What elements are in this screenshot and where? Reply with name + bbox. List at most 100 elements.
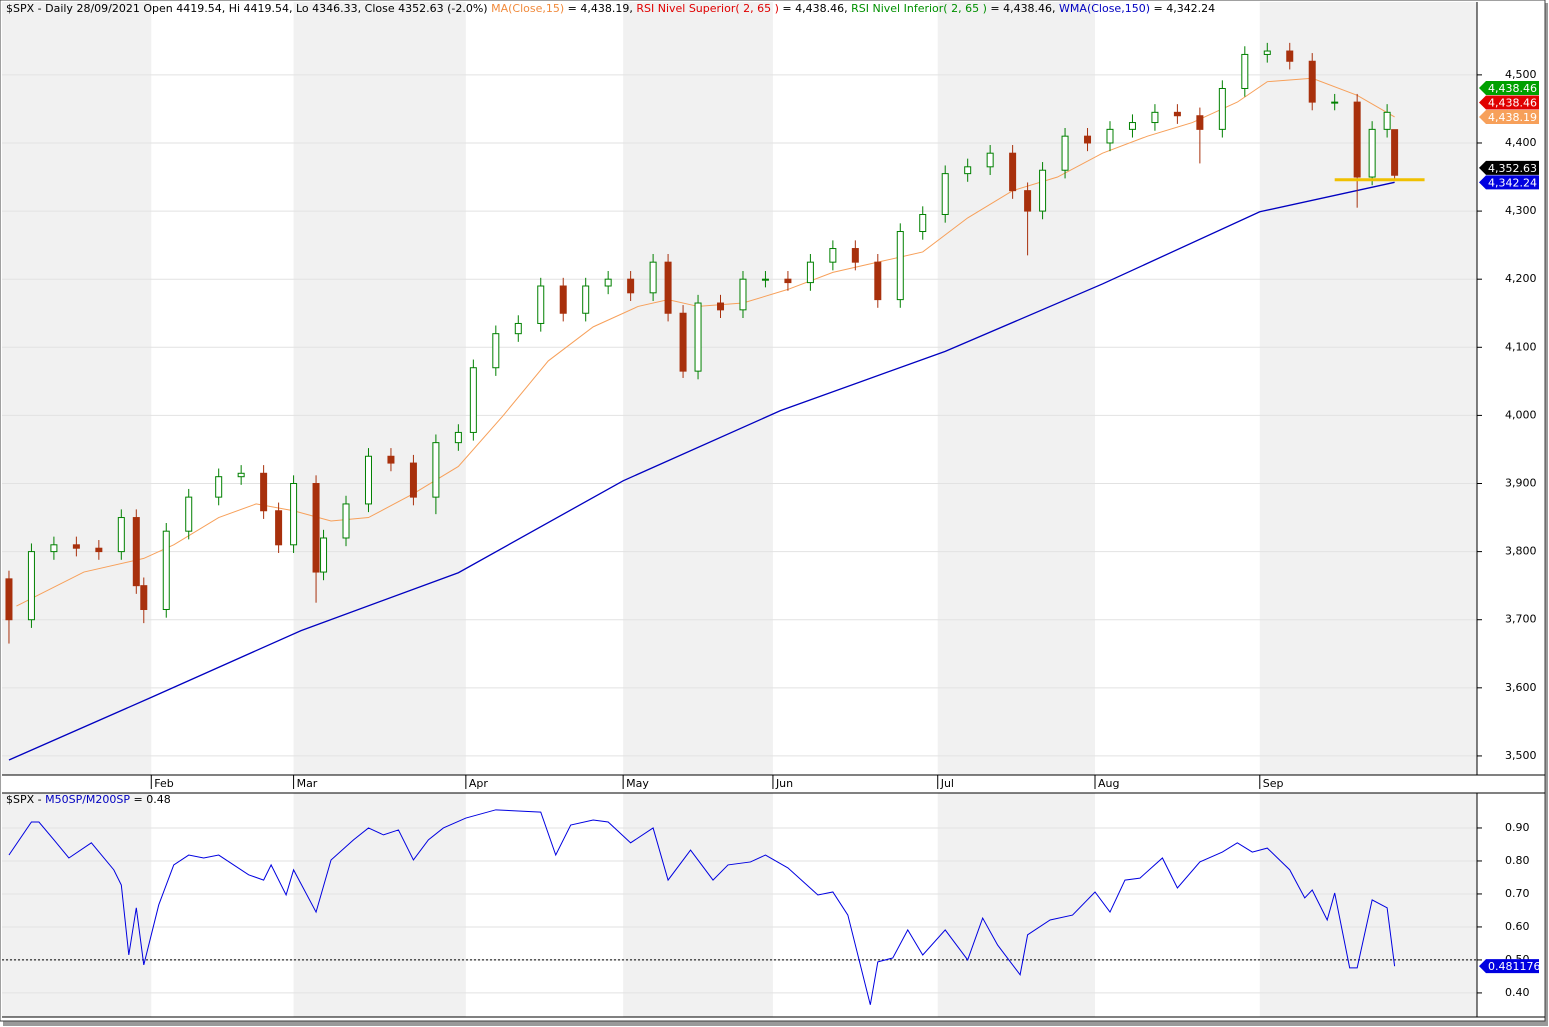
candle-body bbox=[514, 322, 522, 335]
header-segment: = 4,438.19, bbox=[564, 2, 636, 15]
candle-body bbox=[95, 547, 103, 553]
y-tick-label: 3,600 bbox=[1505, 681, 1537, 694]
candle-body bbox=[1263, 50, 1271, 55]
candle-body bbox=[784, 278, 792, 284]
candle-body bbox=[387, 455, 395, 464]
candle-body bbox=[72, 544, 80, 549]
value-flag-label: 4,342.24 bbox=[1488, 176, 1537, 189]
y-tick-label: 0.90 bbox=[1505, 821, 1530, 834]
month-shade bbox=[2, 793, 152, 1017]
value-flag-label: 4,438.19 bbox=[1488, 111, 1537, 124]
y-tick-label: 4,000 bbox=[1505, 408, 1537, 421]
header-segment: = 4,438.46, bbox=[779, 2, 851, 15]
value-flag-label: 4,352.63 bbox=[1488, 162, 1537, 175]
candle-body bbox=[140, 585, 148, 611]
y-tick-label: 4,100 bbox=[1505, 340, 1537, 353]
series-line bbox=[8, 181, 1395, 761]
candle-body bbox=[1173, 111, 1181, 117]
value-flag-label: 4,438.46 bbox=[1488, 96, 1537, 109]
candle-body bbox=[582, 285, 590, 314]
x-tick-label: Mar bbox=[297, 777, 318, 790]
candle-body bbox=[664, 261, 672, 314]
month-shade bbox=[293, 2, 466, 775]
candle-body bbox=[1024, 190, 1032, 212]
y-tick-label: 0.60 bbox=[1505, 920, 1530, 933]
candle-body bbox=[1383, 111, 1391, 130]
x-tick-label: Feb bbox=[154, 777, 173, 790]
month-shade bbox=[293, 793, 466, 1017]
candle-body bbox=[312, 483, 320, 573]
candle-body bbox=[132, 517, 140, 587]
candle-body bbox=[739, 278, 747, 311]
header-segment: = 4,438.46, bbox=[987, 2, 1059, 15]
candle-body bbox=[237, 472, 245, 478]
x-tick-label: Sep bbox=[1263, 777, 1284, 790]
header-segment: = 4,342.24 bbox=[1150, 2, 1215, 15]
candle-body bbox=[717, 302, 725, 311]
x-tick-label: May bbox=[626, 777, 649, 790]
y-tick-label: 3,700 bbox=[1505, 613, 1537, 626]
candle-body bbox=[432, 442, 440, 498]
candle-body bbox=[1106, 128, 1114, 144]
candle-body bbox=[806, 261, 814, 284]
y-tick-label: 3,800 bbox=[1505, 545, 1537, 558]
candle-body bbox=[50, 544, 58, 553]
value-flag bbox=[1479, 95, 1539, 110]
y-tick-label: 0.40 bbox=[1505, 986, 1530, 999]
candle-body bbox=[290, 483, 298, 546]
month-shade bbox=[937, 793, 1096, 1017]
candle-body bbox=[162, 530, 170, 611]
candle-body bbox=[1391, 129, 1399, 176]
y-tick-label: 4,400 bbox=[1505, 136, 1537, 149]
candle-body bbox=[964, 166, 972, 175]
candle-body bbox=[5, 578, 13, 621]
x-tick-label: Aug bbox=[1098, 777, 1119, 790]
month-shade bbox=[623, 2, 773, 775]
candle-body bbox=[1353, 101, 1361, 178]
panel-header: $SPX - Daily 28/09/2021 Open 4419.54, Hi… bbox=[6, 2, 1215, 15]
candle-body bbox=[1368, 128, 1376, 178]
value-flag bbox=[1479, 959, 1539, 974]
header-segment: M50SP/M200SP bbox=[45, 793, 130, 806]
candle-body bbox=[469, 367, 477, 433]
y-tick-label: 4,500 bbox=[1505, 68, 1537, 81]
candle-body bbox=[649, 261, 657, 294]
candle-body bbox=[1286, 50, 1294, 62]
candle-body bbox=[559, 285, 567, 314]
candle-body bbox=[874, 261, 882, 301]
month-shade bbox=[937, 2, 1096, 775]
y-tick-label: 3,900 bbox=[1505, 477, 1537, 490]
value-flag-label: 0.481176 bbox=[1488, 960, 1541, 973]
candle-body bbox=[492, 333, 500, 369]
candle-body bbox=[919, 213, 927, 233]
header-segment: RSI Nivel Inferior( 2, 65 ) bbox=[851, 2, 987, 15]
candle-body bbox=[342, 503, 350, 539]
y-tick-label: 3,500 bbox=[1505, 749, 1537, 762]
value-flag bbox=[1479, 175, 1539, 190]
month-shade bbox=[1259, 793, 1477, 1017]
header-segment: MA(Close,15) bbox=[491, 2, 564, 15]
candle-body bbox=[537, 285, 545, 324]
candle-body bbox=[1128, 122, 1136, 130]
candle-body bbox=[185, 496, 193, 532]
candle-body bbox=[215, 476, 223, 498]
value-flag bbox=[1479, 80, 1539, 95]
candle-body bbox=[896, 231, 904, 301]
value-flag-label: 4,438.46 bbox=[1488, 82, 1537, 95]
candle-body bbox=[454, 431, 462, 444]
candle-body bbox=[829, 248, 837, 263]
header-segment: RSI Nivel Superior( 2, 65 ) bbox=[636, 2, 779, 15]
candle-body bbox=[627, 278, 635, 294]
candle-body bbox=[1196, 115, 1204, 130]
panel-header: $SPX - M50SP/M200SP = 0.48 bbox=[6, 793, 171, 806]
value-flag bbox=[1479, 109, 1539, 124]
month-shade bbox=[1259, 2, 1477, 775]
candle-body bbox=[1331, 101, 1339, 104]
candle-body bbox=[604, 278, 612, 287]
candle-body bbox=[851, 248, 859, 263]
header-segment: = 0.48 bbox=[130, 793, 171, 806]
x-tick-label: Jul bbox=[940, 777, 954, 790]
candle-body bbox=[761, 278, 769, 281]
candle-body bbox=[1241, 53, 1249, 89]
candle-body bbox=[275, 510, 283, 546]
